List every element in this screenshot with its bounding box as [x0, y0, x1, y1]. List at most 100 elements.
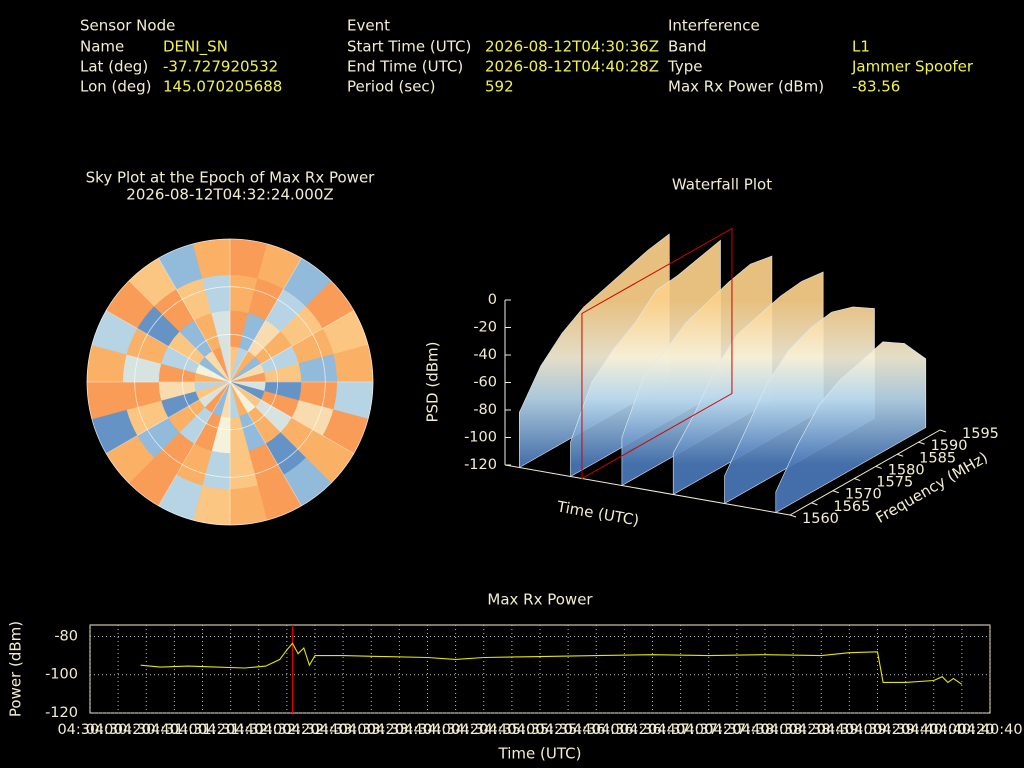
sky-spoke	[229, 310, 354, 383]
freq-tick-label: 1565	[833, 499, 870, 515]
x-tick-label: 04:32:20	[254, 722, 319, 738]
freq-tick	[854, 478, 861, 482]
x-tick-label: 04:30:00	[57, 722, 122, 738]
x-tick-label: 04:39:20	[845, 722, 910, 738]
z-axis-label: PSD (dBm)	[424, 341, 442, 422]
axis-edge	[789, 429, 941, 516]
x-tick-label: 04:34:20	[423, 722, 488, 738]
x-tick-label: 04:32:00	[226, 722, 291, 738]
info-value: Jammer Spoofer	[851, 58, 974, 76]
sky-subtitle: 2026-08-12T04:32:24.000Z	[126, 186, 333, 204]
x-tick-label: 04:37:40	[704, 722, 769, 738]
epoch-plane	[581, 227, 733, 480]
x-tick-label: 04:35:00	[479, 722, 544, 738]
psd-slice	[775, 341, 927, 514]
info-label: Name	[80, 38, 124, 56]
x-tick-label: 04:35:40	[536, 722, 601, 738]
sky-spoke	[158, 258, 231, 383]
x-tick-label: 04:31:00	[142, 722, 207, 738]
x-tick-label: 04:36:20	[592, 722, 657, 738]
freq-tick-label: 1570	[845, 487, 882, 503]
freq-tick-label: 1590	[931, 438, 968, 454]
z-tick-label: -80	[473, 402, 497, 418]
x-tick-label: 04:34:40	[451, 722, 516, 738]
waterfall-title: Waterfall Plot	[672, 176, 772, 194]
freq-tick-label: 1560	[802, 511, 839, 527]
x-tick-label: 04:39:40	[873, 722, 938, 738]
info-label: Type	[667, 58, 702, 76]
y-tick-label: -100	[45, 667, 78, 683]
freq-tick	[939, 429, 947, 433]
info-label: Lon (deg)	[80, 78, 152, 96]
sky-title: Sky Plot at the Epoch of Max Rx Power	[86, 169, 376, 187]
x-tick-label: 04:36:40	[620, 722, 685, 738]
x-tick-label: 04:37:00	[648, 722, 713, 738]
y-tick-label: -120	[45, 705, 78, 721]
power-line	[140, 642, 963, 685]
freq-tick-label: 1595	[962, 426, 999, 442]
x-tick-label: 04:39:00	[817, 722, 882, 738]
freq-tick-label: 1585	[919, 450, 956, 466]
sky-spoke	[106, 310, 231, 383]
freq-tick	[811, 502, 818, 506]
info-heading: Sensor Node	[80, 17, 175, 35]
x-tick-label: 04:36:00	[564, 722, 629, 738]
x-tick-label: 04:33:00	[311, 722, 376, 738]
info-value: -37.727920532	[163, 58, 278, 76]
power-x-label: Time (UTC)	[498, 745, 582, 763]
freq-tick-label: 1580	[888, 462, 925, 478]
x-tick-label: 04:33:40	[367, 722, 432, 738]
freq-tick	[875, 465, 882, 469]
freq-tick	[832, 490, 840, 494]
z-tick-label: 0	[488, 292, 497, 308]
sky-spoke	[158, 381, 231, 506]
x-tick-label: 04:33:20	[339, 722, 404, 738]
x-tick-label: 04:38:40	[789, 722, 854, 738]
z-tick-label: -20	[473, 320, 497, 336]
sky-spoke	[229, 258, 302, 383]
info-label: Period (sec)	[347, 78, 436, 96]
x-tick-label: 04:35:20	[507, 722, 572, 738]
z-tick-label: -100	[464, 430, 497, 446]
info-value: 2026-08-12T04:30:36Z	[485, 38, 659, 56]
info-value: -83.56	[852, 78, 900, 96]
info-label: Lat (deg)	[80, 58, 148, 76]
freq-tick-label: 1575	[876, 475, 913, 491]
x-tick-label: 04:38:00	[732, 722, 797, 738]
x-tick-label: 04:38:20	[761, 722, 826, 738]
x-tick-label: 04:30:20	[86, 722, 151, 738]
freq-tick	[789, 514, 797, 518]
freq-tick	[896, 453, 904, 457]
x-tick-label: 04:37:20	[676, 722, 741, 738]
z-tick-label: -120	[464, 457, 497, 473]
freq-tick	[918, 441, 925, 445]
x-tick-label: 04:34:00	[395, 722, 460, 738]
info-value: 2026-08-12T04:40:28Z	[485, 58, 659, 76]
power-title: Max Rx Power	[487, 591, 593, 609]
info-label: Start Time (UTC)	[347, 38, 471, 56]
info-heading: Event	[347, 17, 390, 35]
info-label: End Time (UTC)	[347, 58, 463, 76]
x-tick-label: 04:31:40	[198, 722, 263, 738]
axis-edge	[504, 464, 791, 516]
x-tick-label: 04:30:40	[114, 722, 179, 738]
power-y-label: Power (dBm)	[7, 621, 25, 717]
x-tick-label: 04:32:40	[282, 722, 347, 738]
x-tick-label: 04:31:20	[170, 722, 235, 738]
sky-spoke	[229, 381, 302, 506]
x-tick-label: 04:40:40	[957, 722, 1022, 738]
sky-spoke	[229, 381, 354, 454]
y-tick-label: -80	[54, 628, 78, 644]
info-label: Band	[668, 38, 707, 56]
info-heading: Interference	[668, 17, 760, 35]
info-value: DENI_SN	[163, 38, 228, 57]
info-value: L1	[852, 38, 870, 56]
info-value: 145.070205688	[163, 78, 282, 96]
info-label: Max Rx Power (dBm)	[668, 78, 824, 96]
sky-spoke	[106, 381, 231, 454]
x-tick-label: 04:40:00	[901, 722, 966, 738]
info-value: 592	[485, 78, 514, 96]
time-axis-label: Time (UTC)	[555, 497, 641, 529]
x-tick-label: 04:40:20	[929, 722, 994, 738]
